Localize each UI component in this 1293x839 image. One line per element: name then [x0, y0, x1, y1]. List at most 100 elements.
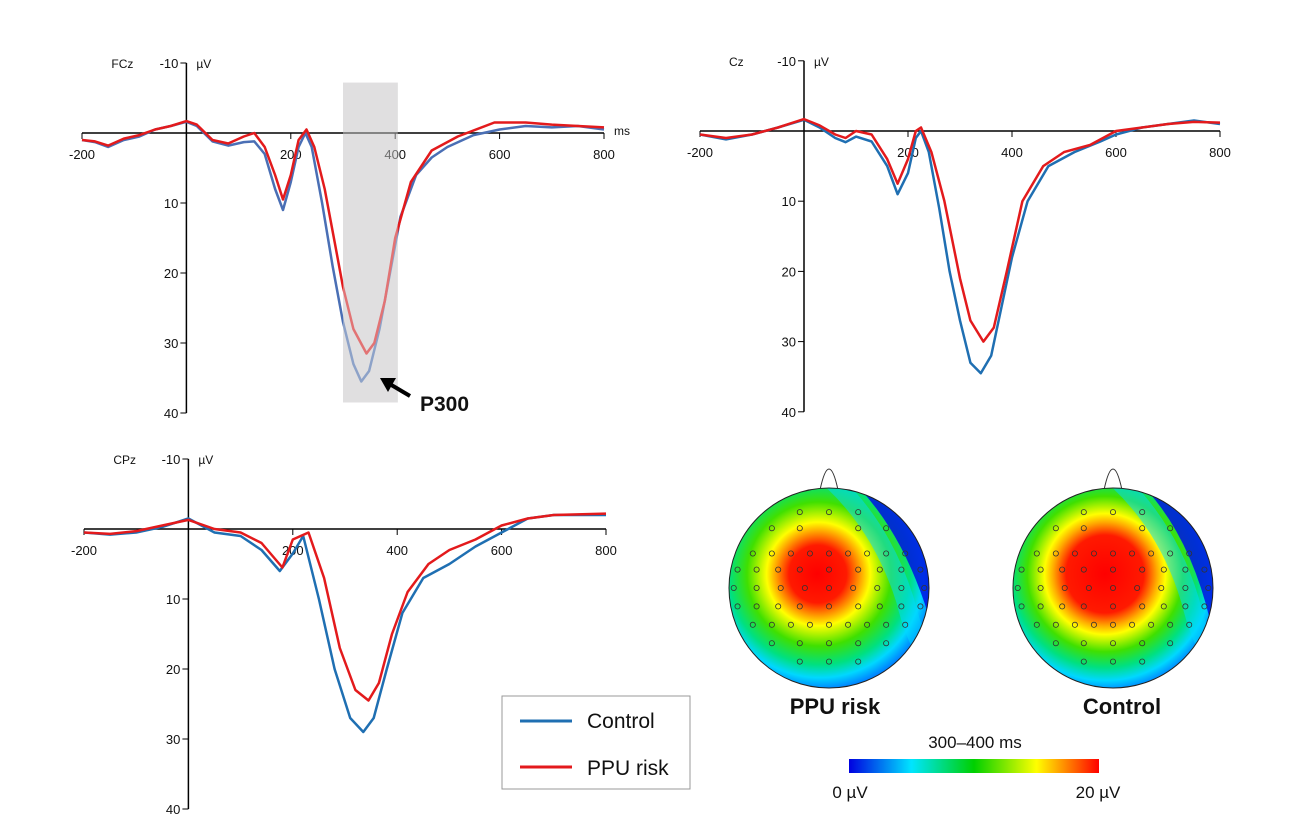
nose-icon [819, 468, 839, 491]
electrode-marker [777, 585, 784, 592]
electrode-marker [864, 621, 871, 628]
electrode-marker [855, 640, 862, 647]
electrode-marker [1139, 566, 1146, 573]
electrode-marker [1080, 566, 1087, 573]
electrode-marker [855, 509, 862, 516]
electrode-marker [1139, 603, 1146, 610]
x-tick-label: 400 [386, 543, 408, 558]
x-unit-label: ms [614, 124, 630, 138]
electrode-marker [1090, 621, 1097, 628]
electrode-marker [1052, 621, 1059, 628]
channel-label: Cz [729, 55, 744, 69]
x-tick-label: 800 [595, 543, 617, 558]
topomap-label-control: Control [1083, 694, 1161, 719]
y-tick-label: -10 [162, 452, 181, 467]
electrode-marker [768, 621, 775, 628]
electrode-marker [1110, 658, 1117, 665]
y-tick-label: 10 [782, 194, 796, 209]
electrode-marker [1167, 640, 1174, 647]
electrode-marker [1090, 550, 1097, 557]
electrode-marker [921, 585, 928, 592]
channel-label: FCz [111, 57, 133, 71]
colorbar-min-label: 0 µV [832, 783, 868, 802]
y-unit-label: µV [196, 57, 211, 71]
x-tick-label: 600 [1105, 145, 1127, 160]
electrode-marker [1139, 525, 1146, 532]
x-tick-label: -200 [71, 543, 97, 558]
electrode-marker [1182, 566, 1189, 573]
y-unit-label: µV [198, 453, 213, 467]
p300-annotation: P300 [380, 378, 469, 416]
y-unit-label: µV [814, 55, 829, 69]
legend-box [501, 695, 691, 790]
electrode-marker [1085, 585, 1092, 592]
electrode-marker [1182, 603, 1189, 610]
electrode-marker [730, 585, 737, 592]
y-tick-label: 40 [782, 405, 796, 420]
electrode-marker [1186, 621, 1193, 628]
electrode-marker [1071, 621, 1078, 628]
electrode-marker [768, 640, 775, 647]
series-line-control [83, 513, 606, 734]
y-tick-label: 40 [164, 406, 178, 421]
electrode-marker [753, 603, 760, 610]
electrode-marker [1201, 566, 1208, 573]
electrode-marker [749, 550, 756, 557]
topomap-ppu-risk: PPU risk [728, 468, 930, 719]
electrode-marker [883, 525, 890, 532]
electrode-marker [845, 550, 852, 557]
p300-arrowhead [380, 378, 396, 392]
electrode-marker [1033, 621, 1040, 628]
electrode-marker [787, 621, 794, 628]
electrode-marker [855, 525, 862, 532]
electrode-marker [1014, 585, 1021, 592]
electrode-marker [826, 621, 833, 628]
electrode-marker [1134, 585, 1141, 592]
electrode-marker [1167, 525, 1174, 532]
y-tick-label: 20 [782, 264, 796, 279]
electrode-marker [1080, 640, 1087, 647]
electrode-marker [826, 566, 833, 573]
electrode-marker [796, 509, 803, 516]
electrode-marker [1110, 585, 1117, 592]
x-tick-label: 600 [491, 543, 513, 558]
electrode-marker [1129, 621, 1136, 628]
x-tick-label: 800 [593, 147, 615, 162]
electrode-marker [1186, 550, 1193, 557]
electrode-marker [826, 658, 833, 665]
electrode-marker [874, 585, 881, 592]
series-line-control [699, 118, 1221, 375]
electrode-marker [883, 550, 890, 557]
electrode-marker [1080, 509, 1087, 516]
electrode-marker [1080, 658, 1087, 665]
electrode-marker [1129, 550, 1136, 557]
electrode-marker [796, 658, 803, 665]
electrode-marker [864, 550, 871, 557]
y-tick-label: -10 [160, 56, 179, 71]
nose-icon [1103, 468, 1123, 491]
electrode-marker [1205, 585, 1212, 592]
electrode-marker [787, 550, 794, 557]
colorbar-gradient [849, 759, 1099, 773]
erp-panel-cpz: -200 200 400 600 800 -10 10 20 30 40 CPz µV [71, 452, 617, 817]
electrode-marker [1110, 621, 1117, 628]
electrode-marker [806, 550, 813, 557]
electrode-marker [1052, 640, 1059, 647]
electrode-marker [855, 566, 862, 573]
colorbar-max-label: 20 µV [1076, 783, 1121, 802]
electrode-marker [917, 603, 924, 610]
electrode-marker [826, 509, 833, 516]
y-tick-label: 40 [166, 802, 180, 817]
electrode-marker [876, 566, 883, 573]
series-line-ppu-risk [699, 117, 1221, 343]
electrode-marker [1071, 550, 1078, 557]
electrode-marker [826, 640, 833, 647]
electrode-marker [1148, 550, 1155, 557]
electrode-marker [801, 585, 808, 592]
x-tick-label: 600 [489, 147, 511, 162]
electrode-marker [1139, 640, 1146, 647]
electrode-marker [917, 566, 924, 573]
electrode-marker [845, 621, 852, 628]
electrode-marker [1037, 585, 1044, 592]
series-line-ppu-risk [83, 512, 607, 702]
